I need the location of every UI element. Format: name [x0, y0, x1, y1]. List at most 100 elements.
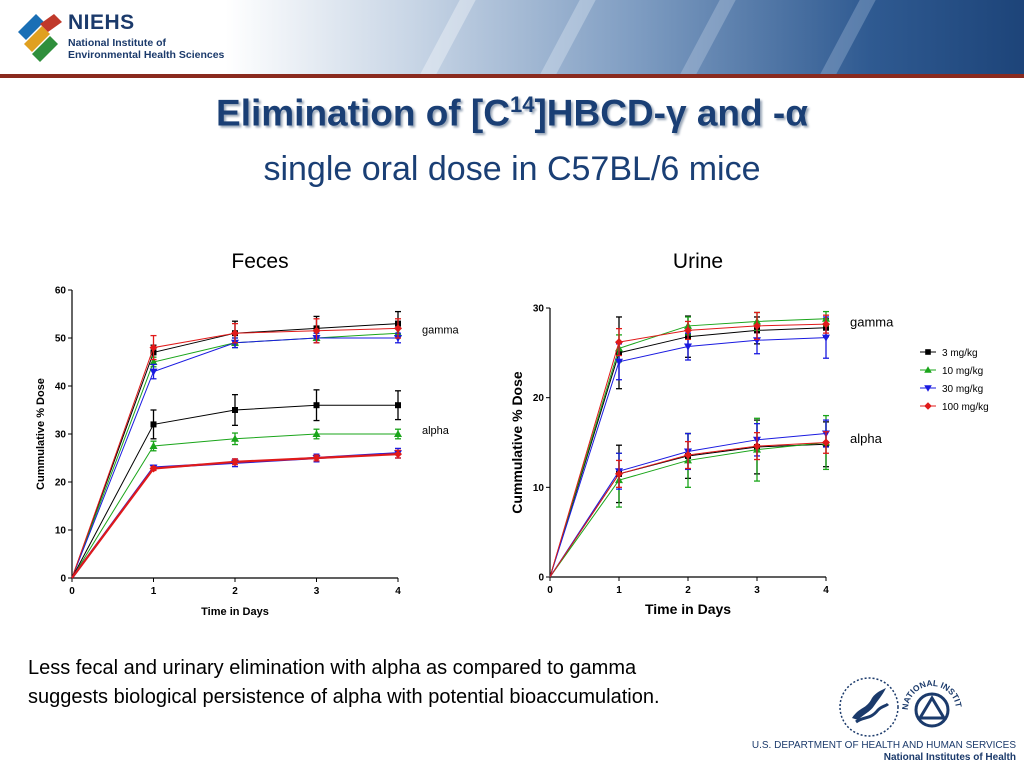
series-group-label: alpha	[422, 425, 450, 437]
title-suffix: ]HBCD-γ and -α	[534, 92, 808, 134]
banner-decor	[820, 0, 876, 74]
data-point-triangle	[149, 358, 158, 365]
legend-label: 3 mg/kg	[942, 348, 978, 359]
data-point-triangle	[394, 430, 402, 437]
data-point-diamond	[394, 450, 402, 459]
data-point-square	[395, 402, 401, 409]
y-tick-label: 30	[55, 430, 67, 441]
data-series	[549, 311, 830, 578]
data-point-diamond	[684, 326, 692, 335]
data-point-diamond	[394, 324, 402, 333]
legend-item: 3 mg/kg	[920, 348, 978, 359]
data-point-diamond	[231, 329, 239, 338]
data-point-triangle	[312, 430, 321, 437]
data-series	[549, 419, 830, 578]
x-tick-label: 4	[395, 586, 401, 597]
series-line	[71, 323, 399, 579]
data-series	[549, 419, 829, 578]
x-tick-label: 3	[754, 585, 760, 596]
footer-nih-line: National Institutes of Health	[883, 752, 1016, 763]
caption-line-2: suggests biological persistence of alpha…	[28, 686, 660, 708]
series-line	[71, 453, 399, 579]
data-series	[549, 431, 830, 578]
data-point-diamond	[231, 457, 239, 466]
y-tick-label: 50	[55, 334, 67, 345]
legend-item: 30 mg/kg	[920, 384, 983, 395]
title-prefix: Elimination of [C	[216, 92, 510, 134]
caption-line-1: Less fecal and urinary elimination with …	[28, 657, 637, 679]
series-group-label: gamma	[422, 324, 460, 336]
data-point-diamond	[149, 464, 158, 473]
x-axis-label: Time in Days	[645, 601, 731, 617]
legend-label: 10 mg/kg	[942, 366, 983, 377]
footer-department: U.S. DEPARTMENT OF HEALTH AND HUMAN SERV…	[740, 740, 1016, 764]
y-tick-label: 0	[538, 573, 544, 584]
data-point-diamond	[615, 338, 623, 347]
data-point-triangle	[924, 385, 932, 392]
y-axis-label: Cummulative % Dose	[35, 378, 47, 490]
data-point-triangle	[615, 358, 623, 366]
data-point-triangle	[924, 366, 932, 373]
data-series	[71, 428, 402, 579]
nih-seal-icon: NATIONAL INSTITUTES OF HEALTH	[900, 676, 964, 728]
data-series	[71, 318, 402, 579]
data-point-triangle	[149, 442, 158, 449]
y-tick-label: 60	[55, 286, 67, 297]
data-point-diamond	[684, 451, 692, 460]
y-tick-label: 20	[55, 478, 67, 489]
niehs-logo-name: NIEHS	[68, 11, 135, 34]
y-axis-label: Cummulative % Dose	[509, 371, 525, 514]
slide-title: Elimination of [C14]HBCD-γ and -α	[0, 92, 1024, 134]
header-divider	[0, 74, 1024, 78]
y-tick-label: 30	[533, 304, 545, 315]
slide-subtitle: single oral dose in C57BL/6 mice	[263, 150, 761, 188]
niehs-logo-subtitle: National Institute of Environmental Heal…	[68, 37, 238, 61]
x-tick-label: 1	[151, 586, 157, 597]
x-tick-label: 4	[823, 585, 829, 596]
footer-dept-line: U.S. DEPARTMENT OF HEALTH AND HUMAN SERV…	[751, 740, 1016, 751]
x-tick-label: 2	[232, 586, 238, 597]
data-point-diamond	[312, 454, 321, 462]
data-point-diamond	[822, 320, 830, 329]
data-series	[71, 449, 402, 579]
urine-chart-svg: Urine 0 10 20 30 0 1 2 3 4 Time in Days Cummulative…	[509, 250, 989, 617]
data-point-diamond	[924, 402, 932, 410]
data-point-diamond	[615, 469, 623, 478]
data-point-triangle	[822, 334, 830, 342]
y-tick-label: 0	[60, 574, 66, 585]
series-group-label: gamma	[850, 314, 894, 329]
data-point-square	[232, 407, 238, 413]
y-tick-label: 20	[533, 393, 545, 404]
caption-text: Less fecal and urinary elimination with …	[28, 654, 848, 712]
title-superscript: 14	[509, 92, 535, 117]
data-point-square	[150, 421, 157, 428]
data-point-triangle	[231, 434, 239, 442]
x-tick-label: 0	[69, 586, 75, 597]
data-series	[549, 316, 830, 578]
logo-sub-line-1: National Institute of	[68, 37, 166, 49]
data-series	[71, 389, 401, 579]
series-line	[71, 404, 398, 579]
data-point-diamond	[753, 321, 761, 330]
urine-chart: Urine 0 10 20 30 0 1 2 3 4 Time in Days Cummulative…	[500, 240, 1010, 625]
y-tick-label: 40	[55, 382, 67, 393]
feces-chart: Feces 0 10 20 30 40 50 60 0 1 2 3 4 Time in Days Cummu…	[20, 240, 490, 625]
data-point-square	[925, 349, 931, 355]
data-point-diamond	[822, 438, 830, 447]
x-tick-label: 1	[616, 585, 622, 596]
data-point-diamond	[312, 326, 321, 335]
data-point-square	[313, 402, 320, 409]
feces-chart-svg: Feces 0 10 20 30 40 50 60 0 1 2 3 4 Time in Days Cummu…	[35, 250, 460, 618]
legend-item: 100 mg/kg	[920, 402, 989, 413]
x-tick-label: 0	[547, 585, 553, 596]
logo-sub-line-2: Environmental Health Sciences	[68, 49, 225, 61]
data-point-triangle	[149, 368, 158, 376]
series-group-label: alpha	[850, 431, 883, 446]
data-point-diamond	[753, 442, 761, 451]
hhs-seal-icon	[839, 677, 899, 737]
banner-decor	[540, 0, 596, 74]
banner-decor	[680, 0, 736, 74]
series-line	[71, 452, 399, 579]
data-point-triangle	[684, 343, 692, 351]
header-banner: NIEHS National Institute of Environmenta…	[0, 0, 1024, 76]
